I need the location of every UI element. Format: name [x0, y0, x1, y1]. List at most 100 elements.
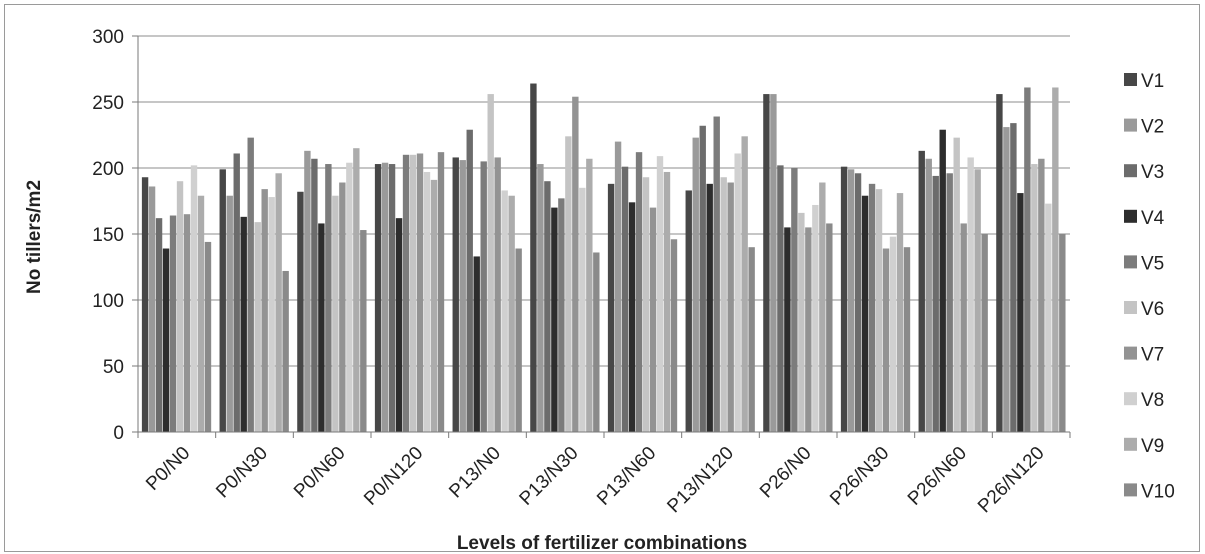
bar-v8-p13-n60 [656, 156, 664, 432]
bar-v10-p13-n120 [748, 247, 755, 432]
bar-v1-p13-n0 [452, 157, 459, 432]
legend-swatch-v6 [1124, 301, 1137, 314]
bar-v3-p26-n60 [932, 175, 939, 433]
bar-v7-p13-n60 [649, 207, 657, 432]
bar-v6-p13-n120 [720, 177, 727, 432]
bar-v2-p13-n120 [692, 137, 699, 432]
bar-v6-p0-n120 [409, 154, 417, 433]
x-tick-label: P13/N60 [593, 443, 660, 510]
bar-v3-p26-n120 [1010, 123, 1017, 433]
bar-v7-p26-n60 [960, 223, 967, 432]
bar-v4-p26-n0 [784, 227, 791, 432]
x-tick-labels: P0/N0 P0/N30 P0/N60 P0/N120 P13/N0 P13/N30 P13… [142, 443, 1049, 518]
bar-v4-p26-n30 [861, 195, 869, 432]
bar-v4-p13-n120 [706, 183, 713, 432]
bar-v3-p13-n120 [699, 125, 706, 432]
x-tick-label: P0/N30 [212, 443, 272, 503]
bar-v3-p26-n0 [777, 165, 784, 433]
bar-v7-p13-n120 [727, 182, 734, 432]
bar-v1-p26-n0 [763, 94, 770, 432]
bar-v10-p0-n0 [204, 241, 212, 432]
bar-v10-p0-n30 [282, 270, 289, 432]
bar-v2-p0-n60 [304, 150, 311, 432]
y-tick-label: 250 [92, 93, 124, 114]
bar-v4-p0-n30 [240, 216, 247, 432]
bar-v9-p13-n120 [741, 136, 748, 432]
bar-v9-p26-n60 [974, 169, 981, 432]
bar-v10-p26-n30 [903, 247, 911, 432]
bar-v5-p13-n120 [713, 116, 720, 433]
bar-v6-p13-n0 [487, 94, 494, 432]
bar-v4-p0-n0 [162, 248, 170, 432]
y-tick-label: 0 [113, 423, 124, 444]
y-axis-title: No tillers/m2 [24, 180, 45, 294]
y-tick-labels: 0 50 100 150 200 250 300 [92, 27, 124, 444]
y-tick-label: 100 [92, 291, 124, 312]
legend-label-v1: V1 [1141, 71, 1164, 92]
bar-v8-p0-n60 [346, 162, 353, 432]
bar-v1-p13-n30 [530, 83, 537, 433]
bar-v2-p26-n0 [770, 94, 777, 432]
bar-v9-p26-n0 [819, 182, 826, 432]
bar-v5-p0-n60 [325, 164, 332, 433]
legend-swatch-v1 [1124, 73, 1137, 86]
bar-v10-p0-n60 [360, 230, 367, 432]
bar-v10-p13-n0 [515, 248, 522, 432]
bar-v4-p13-n0 [473, 256, 480, 432]
legend-label-v3: V3 [1141, 162, 1164, 183]
y-tick-label: 200 [92, 159, 124, 180]
bar-v3-p26-n30 [854, 173, 862, 432]
bar-v3-p13-n30 [544, 181, 551, 432]
bar-v4-p0-n120 [395, 218, 403, 432]
legend-label-v7: V7 [1141, 345, 1164, 366]
bar-v9-p13-n0 [508, 195, 515, 432]
bar-v4-p13-n60 [628, 202, 636, 432]
bar-v3-p13-n60 [621, 166, 629, 432]
bar-v8-p13-n120 [734, 153, 741, 433]
bar-v6-p13-n60 [642, 177, 650, 432]
legend-label-v9: V9 [1141, 436, 1164, 457]
x-tick-label: P26/N120 [974, 443, 1049, 518]
bar-v1-p0-n120 [374, 164, 382, 433]
bar-v3-p0-n30 [233, 153, 240, 433]
bar-v2-p26-n60 [925, 158, 932, 432]
x-tick-label: P26/N60 [904, 443, 971, 510]
bar-v7-p0-n120 [416, 153, 424, 433]
bar-v7-p26-n120 [1038, 158, 1045, 432]
bar-v2-p0-n30 [226, 195, 233, 432]
bar-v8-p26-n60 [967, 157, 974, 432]
bar-v5-p26-n60 [946, 173, 953, 432]
bar-v1-p26-n120 [996, 94, 1003, 432]
bar-v4-p0-n60 [318, 223, 325, 432]
x-tick-label: P0/N0 [142, 443, 194, 495]
bar-v8-p13-n30 [579, 187, 586, 432]
bar-v2-p13-n30 [537, 164, 544, 433]
y-tick-label: 300 [92, 27, 124, 48]
bar-v8-p26-n0 [812, 204, 819, 432]
bar-v8-p26-n30 [889, 236, 897, 432]
bar-v3-p13-n0 [466, 129, 473, 432]
legend-swatch-v10 [1124, 483, 1137, 497]
bar-v6-p0-n30 [254, 222, 261, 432]
bar-v2-p13-n60 [614, 141, 622, 432]
legend-swatch-v9 [1124, 437, 1137, 451]
axes [137, 36, 1071, 438]
bar-v5-p26-n0 [791, 168, 798, 432]
bar-v5-p0-n30 [247, 137, 254, 432]
bar-v7-p0-n30 [261, 189, 268, 432]
legend-label-v8: V8 [1141, 390, 1164, 411]
legend-swatch-v4 [1124, 209, 1137, 223]
legend: V1 V2 V3 V4 V5 V6 V7 V8 V9 V10 [1124, 71, 1175, 502]
bar-v9-p13-n60 [663, 171, 671, 432]
bar-v9-p26-n120 [1052, 87, 1059, 432]
bar-v7-p13-n30 [572, 96, 579, 432]
y-tick-label: 50 [103, 357, 124, 378]
bar-v6-p26-n30 [875, 189, 883, 432]
x-tick-label: P13/N0 [445, 443, 505, 503]
bar-v6-p0-n0 [176, 181, 184, 432]
bar-v7-p13-n0 [494, 157, 501, 432]
x-tick-label: P26/N0 [756, 443, 816, 503]
legend-label-v5: V5 [1141, 253, 1164, 274]
bar-v1-p13-n60 [607, 183, 615, 432]
